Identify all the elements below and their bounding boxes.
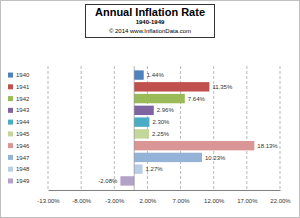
legend-label: 1942: [16, 96, 30, 102]
tick: 17.00%: [237, 190, 258, 204]
legend-swatch: [8, 84, 13, 89]
legend-label: 1941: [16, 84, 30, 90]
tick-label: 22.00%: [270, 198, 291, 204]
legend-label: 1945: [16, 131, 30, 137]
tick-label: 12.00%: [204, 198, 225, 204]
grid-line: [114, 66, 115, 190]
zero-line: [134, 66, 135, 190]
title-box: [86, 5, 215, 38]
legend-swatch: [8, 96, 13, 101]
bar: [134, 164, 142, 173]
bar: [134, 70, 144, 79]
tick: -13.00%: [37, 190, 60, 204]
bar: [134, 129, 149, 138]
tick: -8.00%: [72, 190, 92, 204]
data-label: 1.44%: [147, 72, 165, 78]
grid-line: [48, 66, 49, 190]
subtitle: 1940-1949: [136, 19, 165, 25]
grid-line: [81, 66, 82, 190]
legend: 1940 1941 1942 1943 1944 1945 1946 1947 1948 1949: [8, 72, 30, 184]
data-label: 10.23%: [205, 155, 226, 161]
bar: [134, 82, 209, 91]
data-label: 2.30%: [152, 119, 170, 125]
legend-label: 1940: [16, 72, 30, 78]
tick-label: -13.00%: [37, 198, 60, 204]
data-label: 18.13%: [257, 143, 278, 149]
legend-swatch: [8, 178, 13, 183]
legend-swatch: [8, 120, 13, 125]
legend-label: 1948: [16, 166, 30, 172]
legend-swatch: [8, 167, 13, 172]
data-label: 2.96%: [157, 107, 175, 113]
data-label: 11.35%: [212, 84, 233, 90]
tick-label: 7.00%: [173, 198, 191, 204]
tick: 22.00%: [270, 190, 291, 204]
data-label: 2.25%: [152, 131, 170, 137]
legend-swatch: [8, 73, 13, 78]
legend-label: 1943: [16, 107, 30, 113]
bar: [134, 141, 254, 150]
axis-line: [49, 190, 281, 191]
legend-swatch: [8, 131, 13, 136]
legend-swatch: [8, 143, 13, 148]
tick: 2.00%: [139, 190, 157, 204]
tick-label: -8.00%: [72, 198, 92, 204]
tick-label: 17.00%: [237, 198, 258, 204]
tick: -3.00%: [105, 190, 125, 204]
tick-label: 2.00%: [139, 198, 157, 204]
data-labels: 1.44% 11.35% 7.64% 2.96% 2.30% 2.25% 18.13% 10.…: [98, 72, 278, 184]
tick: 12.00%: [204, 190, 225, 204]
legend-label: 1947: [16, 155, 30, 161]
bar: [134, 106, 154, 115]
tick-label: -3.00%: [105, 198, 125, 204]
legend-label: 1949: [16, 178, 30, 184]
bar: [134, 94, 185, 103]
grid-line: [246, 66, 247, 190]
grid-line: [280, 66, 281, 190]
chart: Annual Inflation Rate1940-1949 © 2014 www…: [0, 0, 300, 218]
title: Annual Inflation Rate: [95, 6, 205, 18]
bar: [134, 117, 149, 126]
data-label: 7.64%: [188, 96, 206, 102]
bars: [120, 70, 254, 185]
x-axis: -13.00% -8.00% -3.00% 2.00% 7.00% 12.00% 17.00…: [37, 190, 291, 204]
tick: 7.00%: [173, 190, 191, 204]
legend-label: 1946: [16, 143, 30, 149]
data-label: 1.27%: [146, 166, 164, 172]
frame: [1, 1, 300, 218]
legend-label: 1944: [16, 119, 30, 125]
legend-swatch: [8, 108, 13, 113]
bar: [120, 176, 134, 185]
grid: [48, 66, 280, 190]
bar: [134, 153, 202, 162]
annotation: © 2014 www.InflationData.com: [109, 28, 191, 34]
legend-swatch: [8, 155, 13, 160]
data-label: -2.08%: [98, 178, 118, 184]
